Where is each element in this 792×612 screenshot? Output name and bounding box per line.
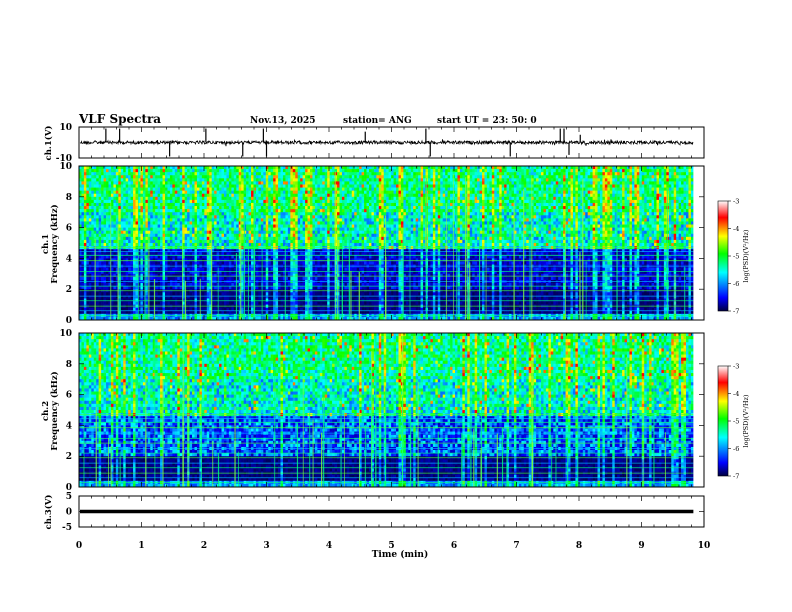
y-tick-label: 6 — [66, 391, 72, 401]
time-tick-label: 8 — [576, 541, 582, 551]
y-tick-label: 2 — [66, 285, 72, 295]
y-tick-label: 10 — [59, 162, 72, 172]
ch2-frequency-label: Frequency (kHz) — [49, 371, 60, 450]
ch1-colorbar-label: log(PSD)(V²/Hz) — [742, 229, 750, 282]
colorbar-tick-label: -3 — [733, 198, 739, 206]
time-tick-label: 1 — [138, 541, 144, 551]
ch1-frequency-label: Frequency (kHz) — [49, 204, 60, 283]
ch1-signal-trace — [79, 138, 694, 147]
time-tick-marks — [78, 166, 705, 320]
y-tick-label: 8 — [66, 193, 72, 203]
ch1-waveform-plot — [79, 128, 694, 157]
y-tick-label: 6 — [66, 224, 72, 234]
y-tick-label: 2 — [66, 452, 72, 462]
y-tick-label: 0 — [66, 316, 72, 326]
y-tick-label: 0 — [66, 483, 72, 493]
ch1-colorbar-ticks: -3 -4 -5 -6 -7 — [728, 198, 739, 316]
y-tick-label: 0 — [66, 508, 72, 518]
time-tick-label: 5 — [388, 541, 394, 551]
y-tick-label: 4 — [66, 421, 72, 431]
ch1-waveform-panel: 10 -10 ch.1(V) — [43, 123, 705, 164]
colorbar-tick-label: -5 — [733, 253, 739, 261]
ch2-colorbar: -3 -4 -5 -6 -7 log(PSD)(V²/Hz) — [717, 363, 750, 481]
ch1-y-ticks: 10 -10 — [56, 123, 704, 164]
ch3-y-ticks: 5 0 -5 — [62, 492, 704, 533]
time-tick-marks — [78, 127, 705, 158]
y-tick-label: -10 — [56, 154, 72, 164]
colorbar-tick-label: -3 — [733, 363, 739, 371]
ch2-colorbar-label: log(PSD)(V²/Hz) — [742, 394, 750, 447]
date-label: Nov.13, 2025 — [250, 116, 316, 126]
y-tick-label: 10 — [59, 123, 72, 133]
y-tick-label: -5 — [62, 523, 72, 533]
ch2-channel-label: ch.2 — [41, 401, 51, 421]
time-axis-label: Time (min) — [372, 549, 429, 560]
y-tick-label: 4 — [66, 254, 72, 264]
y-tick-label: 10 — [59, 329, 72, 339]
ch1-spectrogram-plot — [79, 166, 704, 321]
chart-title: VLF Spectra — [78, 112, 161, 126]
time-tick-marks — [78, 333, 705, 487]
ch2-colorbar-ticks: -3 -4 -5 -6 -7 — [728, 363, 739, 481]
ch2-spectrogram-plot — [79, 333, 704, 488]
time-tick-label: 10 — [698, 541, 711, 551]
colorbar-tick-label: -5 — [733, 418, 739, 426]
ch3-waveform-panel: 5 0 -5 ch.3(V) — [43, 492, 705, 533]
colorbar-tick-label: -7 — [733, 473, 739, 481]
ch1-y-label: ch.1(V) — [43, 126, 54, 161]
y-tick-label: 8 — [66, 360, 72, 370]
time-tick-label: 9 — [638, 541, 644, 551]
time-tick-label: 7 — [513, 541, 519, 551]
ch1-colorbar-gradient — [717, 200, 729, 312]
colorbar-tick-label: -4 — [733, 225, 739, 233]
time-tick-label: 6 — [451, 541, 457, 551]
time-tick-label: 4 — [326, 541, 332, 551]
ch2-colorbar-gradient — [717, 365, 729, 477]
time-axis-ticks: 0 1 2 3 4 5 6 7 8 9 10 — [76, 541, 710, 551]
y-tick-label: 5 — [66, 492, 72, 502]
ch1-colorbar: -3 -4 -5 -6 -7 log(PSD)(V²/Hz) — [717, 198, 750, 316]
colorbar-tick-label: -6 — [733, 445, 739, 453]
colorbar-tick-label: -6 — [733, 280, 739, 288]
station-label: station= ANG — [343, 116, 412, 126]
start-time-label: start UT = 23: 50: 0 — [437, 116, 537, 126]
time-tick-label: 3 — [263, 541, 269, 551]
ch2-frequency-ticks: 0 2 4 6 8 10 — [59, 329, 704, 493]
ch1-frequency-ticks: 0 2 4 6 8 10 — [59, 162, 704, 326]
colorbar-tick-label: -4 — [733, 390, 739, 398]
time-tick-label: 2 — [201, 541, 207, 551]
ch2-spectrogram-panel: 0 2 4 6 8 10 ch.2 Frequency (kHz) — [41, 329, 705, 493]
time-tick-label: 0 — [76, 541, 82, 551]
ch1-channel-label: ch.1 — [41, 234, 51, 254]
ch1-spectrogram-panel: 0 2 4 6 8 10 ch.1 Frequency (kHz) — [41, 162, 705, 326]
colorbar-tick-label: -7 — [733, 308, 739, 316]
ch3-y-label: ch.3(V) — [43, 495, 54, 530]
time-tick-marks — [78, 496, 705, 527]
